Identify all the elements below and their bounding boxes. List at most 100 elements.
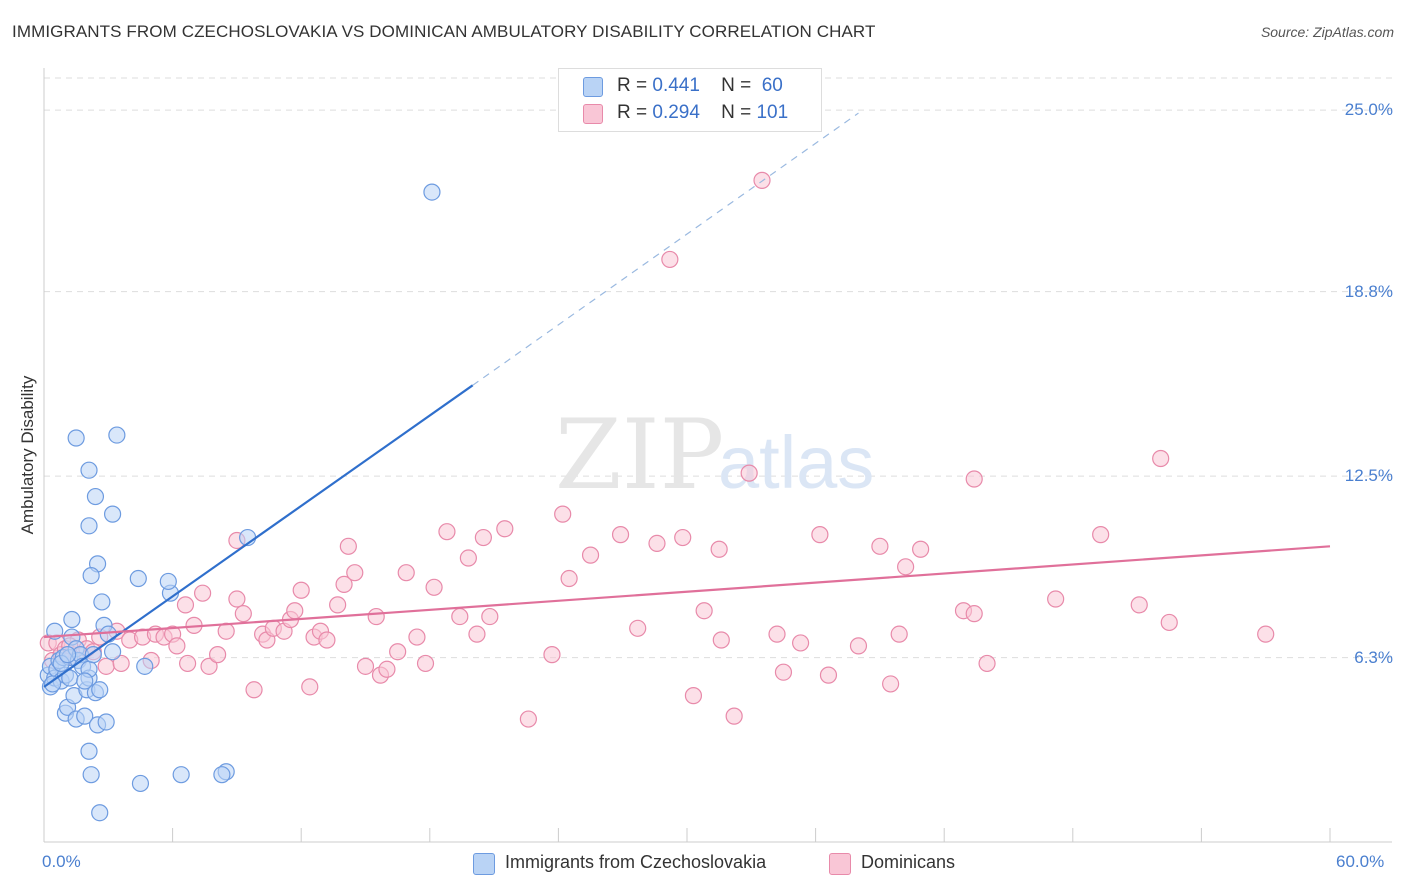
- data-point: [581, 546, 600, 564]
- data-point: [43, 675, 62, 693]
- data-point: [871, 537, 889, 555]
- data-point: [318, 631, 336, 649]
- bottom-legend-swatch-czechoslovakia: [473, 853, 495, 875]
- data-point: [213, 766, 231, 784]
- data-point: [346, 564, 364, 582]
- data-point: [965, 470, 983, 488]
- data-point: [397, 564, 415, 582]
- data-point: [58, 646, 77, 664]
- legend-n-value: 60: [761, 75, 783, 96]
- bottom-legend-label: Dominicans: [861, 852, 956, 872]
- data-point: [451, 607, 469, 626]
- y-tick-label: 18.8%: [1344, 281, 1393, 301]
- data-point: [103, 643, 122, 661]
- bottom-legend-swatch-dominicans: [829, 853, 851, 875]
- data-point: [554, 505, 572, 523]
- legend-r-label: R =: [617, 102, 648, 123]
- data-point: [712, 631, 730, 649]
- axes: [43, 68, 1392, 843]
- data-point: [496, 520, 514, 538]
- trend-line: [43, 384, 474, 688]
- data-point: [194, 584, 212, 602]
- data-point: [168, 637, 186, 655]
- legend-n-label: N =: [721, 75, 752, 96]
- data-point: [819, 666, 838, 684]
- legend-n-label: N =: [721, 102, 752, 123]
- data-point: [176, 596, 195, 614]
- data-point: [99, 625, 117, 643]
- data-point: [378, 660, 396, 678]
- legend-r-label: R =: [617, 75, 648, 96]
- data-point: [882, 675, 900, 693]
- data-point: [80, 742, 98, 760]
- data-point: [648, 534, 666, 552]
- legend-r-value: 0.294: [652, 102, 700, 123]
- data-point: [1152, 449, 1170, 468]
- x-tick-label-min: 0.0%: [42, 852, 81, 871]
- data-point: [890, 625, 908, 643]
- data-point: [468, 625, 486, 643]
- data-point: [560, 569, 578, 588]
- data-point: [112, 654, 130, 673]
- legend-swatch-czechoslovakia: [583, 77, 603, 97]
- data-point: [80, 461, 98, 479]
- data-point: [791, 634, 810, 652]
- data-point: [82, 766, 100, 784]
- data-point: [97, 657, 115, 675]
- data-point: [67, 429, 85, 447]
- trend-lines: [43, 112, 1331, 688]
- data-point: [438, 523, 456, 541]
- data-point: [129, 569, 147, 588]
- trend-line-extension: [472, 112, 859, 386]
- data-point: [423, 183, 441, 201]
- data-point: [86, 487, 105, 506]
- data-point: [80, 517, 98, 535]
- data-point: [710, 540, 728, 558]
- data-point: [76, 707, 94, 725]
- grid-lines: [44, 77, 1392, 659]
- data-point: [849, 637, 868, 655]
- data-point: [1092, 526, 1110, 544]
- data-point: [76, 672, 94, 690]
- data-point: [965, 605, 983, 623]
- source-label: Source: ZipAtlas.com: [1260, 24, 1394, 40]
- data-point: [356, 657, 375, 675]
- data-point: [82, 566, 100, 585]
- data-point: [1047, 590, 1065, 608]
- data-point: [912, 540, 930, 558]
- data-point: [474, 528, 492, 547]
- data-point: [684, 687, 703, 705]
- series-czechoslovakia-points: [39, 183, 441, 822]
- data-point: [674, 528, 692, 547]
- data-point: [234, 605, 252, 623]
- data-point: [725, 707, 743, 725]
- data-point: [1160, 613, 1178, 632]
- chart-title: IMMIGRANTS FROM CZECHOSLOVAKIA VS DOMINI…: [12, 22, 876, 41]
- data-point: [1257, 625, 1275, 643]
- y-axis-label: Ambulatory Disability: [18, 375, 37, 535]
- legend-r-value: 0.441: [652, 75, 700, 96]
- bottom-legend-label: Immigrants from Czechoslovakia: [505, 852, 767, 872]
- trend-line: [43, 545, 1331, 639]
- data-point: [978, 654, 996, 673]
- data-point: [228, 590, 246, 608]
- data-point: [200, 657, 218, 675]
- data-point: [108, 426, 126, 444]
- data-point: [286, 602, 304, 620]
- data-point: [209, 646, 227, 664]
- data-point: [91, 804, 109, 822]
- data-point: [425, 578, 443, 596]
- data-point: [335, 575, 353, 593]
- data-point: [179, 654, 197, 673]
- data-point: [897, 558, 915, 576]
- data-point: [329, 596, 347, 614]
- data-point: [811, 526, 829, 544]
- data-point: [695, 602, 713, 620]
- data-point: [292, 581, 310, 599]
- y-tick-label: 25.0%: [1344, 100, 1393, 120]
- data-point: [661, 250, 679, 269]
- data-point: [136, 657, 154, 675]
- data-point: [774, 663, 793, 681]
- data-point: [172, 766, 190, 784]
